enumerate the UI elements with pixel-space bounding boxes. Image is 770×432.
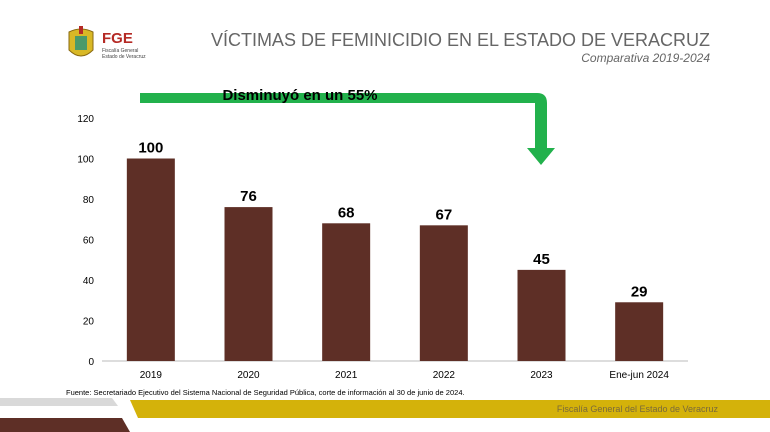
x-tick-label: 2020 bbox=[237, 370, 260, 381]
x-tick-label: 2021 bbox=[335, 370, 358, 381]
x-tick-label: 2022 bbox=[433, 370, 456, 381]
decrease-arrow bbox=[140, 93, 555, 165]
logo-text: FGE bbox=[102, 30, 133, 47]
data-label: 76 bbox=[240, 188, 257, 205]
data-label: 45 bbox=[533, 251, 550, 268]
logo-subtitle: Fiscalía General Estado de Veracruz bbox=[102, 48, 146, 60]
footer-band bbox=[0, 398, 770, 432]
y-tick-label: 40 bbox=[83, 276, 95, 287]
data-label: 100 bbox=[138, 140, 163, 157]
page-title: VÍCTIMAS DE FEMINICIDIO EN EL ESTADO DE … bbox=[210, 30, 710, 50]
state-seal-logo bbox=[68, 26, 94, 57]
x-tick-label: Ene-jun 2024 bbox=[609, 370, 669, 381]
annotation-label: Disminuyó en un 55% bbox=[222, 87, 377, 104]
data-label: 68 bbox=[338, 204, 355, 221]
source-note: Fuente: Secretariado Ejecutivo del Siste… bbox=[66, 388, 465, 397]
y-tick-label: 100 bbox=[77, 155, 94, 166]
bar bbox=[517, 269, 566, 361]
logo-sub2: Estado de Veracruz bbox=[102, 54, 146, 60]
bar bbox=[615, 302, 664, 361]
bar bbox=[419, 225, 468, 361]
data-label: 29 bbox=[631, 283, 648, 300]
y-tick-label: 20 bbox=[83, 317, 95, 328]
y-tick-label: 80 bbox=[83, 195, 95, 206]
data-label: 67 bbox=[435, 206, 452, 223]
x-tick-label: 2019 bbox=[140, 370, 163, 381]
y-tick-label: 0 bbox=[88, 357, 94, 368]
bar bbox=[224, 207, 273, 361]
x-tick-label: 2023 bbox=[530, 370, 553, 381]
bar bbox=[322, 223, 371, 361]
bar bbox=[126, 158, 175, 361]
footer-org-name: Fiscalía General del Estado de Veracruz bbox=[556, 404, 718, 414]
page-subtitle: Comparativa 2019-2024 bbox=[581, 51, 710, 65]
logo-sub1: Fiscalía General bbox=[102, 48, 139, 54]
y-tick-label: 120 bbox=[77, 114, 94, 125]
y-tick-label: 60 bbox=[83, 236, 95, 247]
